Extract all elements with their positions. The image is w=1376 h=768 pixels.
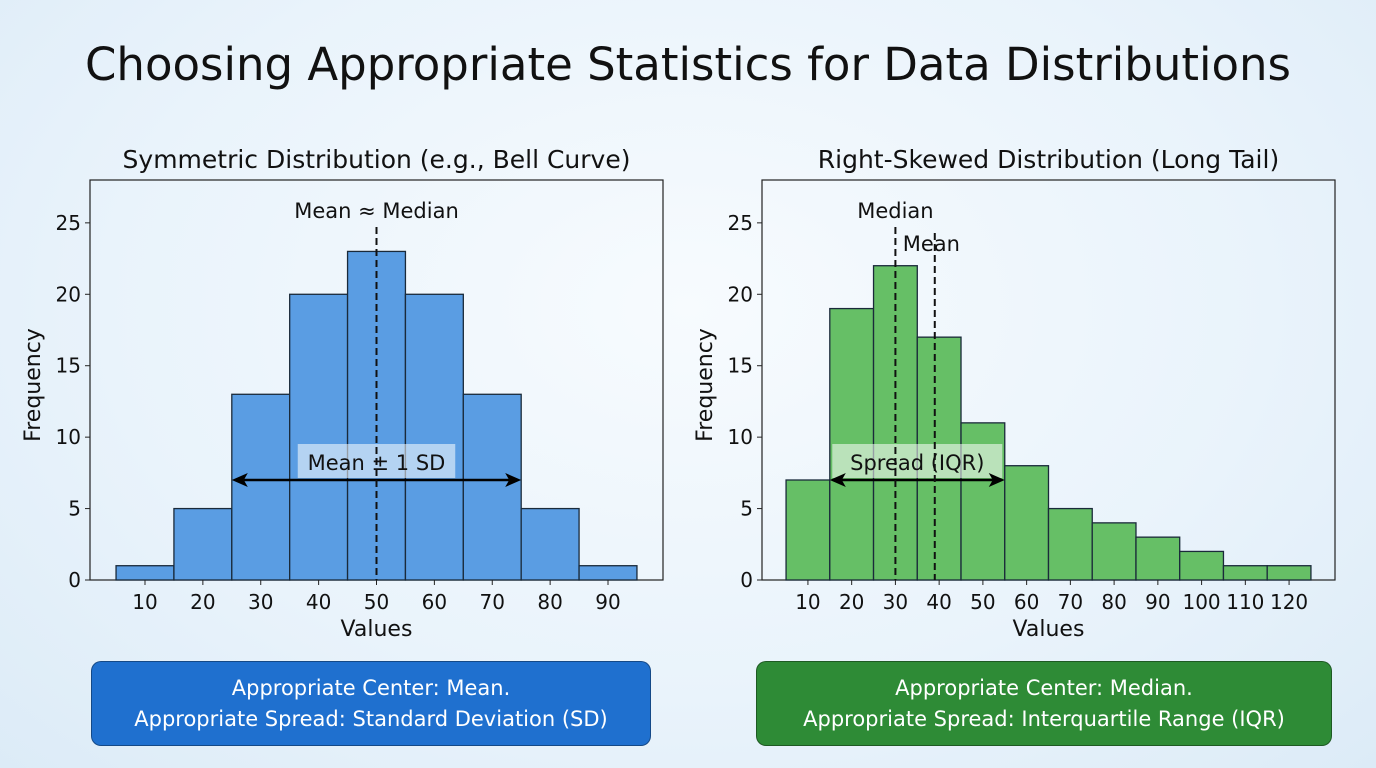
vline-label: Median [857, 199, 933, 223]
x-tick-label: 80 [1101, 590, 1126, 614]
x-tick-label: 30 [248, 590, 273, 614]
histogram-bar [785, 479, 831, 581]
y-tick-label: 15 [56, 354, 81, 378]
recommendation-box-skewed: Appropriate Center: Median. Appropriate … [756, 661, 1332, 746]
x-tick-label: 20 [190, 590, 215, 614]
y-tick-label: 5 [68, 497, 81, 521]
box-line-1: Appropriate Center: Median. [895, 675, 1193, 700]
x-tick-label: 80 [537, 590, 562, 614]
histogram-bar [289, 293, 349, 581]
span-label-background [832, 444, 1003, 478]
x-tick-label: 100 [1182, 590, 1220, 614]
y-tick-label: 25 [56, 211, 81, 235]
histogram-bar [1091, 522, 1137, 581]
histogram-bar [1047, 507, 1093, 581]
x-tick-label: 10 [132, 590, 157, 614]
y-tick-label: 10 [728, 425, 753, 449]
x-tick-label: 20 [839, 590, 864, 614]
histogram-bar [231, 393, 291, 581]
x-tick-label: 60 [422, 590, 447, 614]
y-tick-label: 10 [56, 425, 81, 449]
x-tick-label: 70 [1058, 590, 1083, 614]
x-tick-label: 40 [306, 590, 331, 614]
histogram-bar [173, 507, 233, 581]
y-tick-label: 25 [728, 211, 753, 235]
box-line-1: Appropriate Center: Mean. [231, 675, 511, 700]
histogram-bar [520, 507, 580, 581]
histogram-bar [1266, 565, 1312, 581]
x-axis-label: Values [341, 617, 413, 642]
y-tick-label: 20 [728, 282, 753, 306]
x-tick-label: 10 [795, 590, 820, 614]
arrow-right-icon [505, 473, 522, 487]
arrow-right-icon [988, 473, 1005, 487]
histogram-bar [1004, 465, 1050, 581]
y-axis-label: Frequency [693, 328, 718, 442]
x-tick-label: 120 [1270, 590, 1308, 614]
arrow-left-icon [231, 473, 248, 487]
vline-label: Mean ≈ Median [294, 199, 459, 223]
histogram-bar [872, 265, 918, 581]
vline-label: Mean [903, 232, 960, 256]
span-label: Spread (IQR) [850, 451, 984, 475]
y-tick-label: 0 [740, 568, 753, 592]
x-tick-label: 60 [1014, 590, 1039, 614]
y-tick-label: 0 [68, 568, 81, 592]
histogram-bar [1179, 550, 1225, 581]
x-tick-label: 30 [883, 590, 908, 614]
x-tick-label: 40 [926, 590, 951, 614]
y-tick-label: 5 [740, 497, 753, 521]
x-axis-label: Values [1013, 617, 1085, 642]
arrow-left-icon [829, 473, 846, 487]
histogram-bar [115, 565, 175, 581]
x-tick-label: 70 [480, 590, 505, 614]
x-tick-label: 50 [970, 590, 995, 614]
y-tick-label: 15 [728, 354, 753, 378]
chart-title: Right-Skewed Distribution (Long Tail) [818, 145, 1279, 174]
histogram-bar [1222, 565, 1268, 581]
x-tick-label: 90 [595, 590, 620, 614]
box-line-2: Appropriate Spread: Interquartile Range … [803, 706, 1285, 731]
y-tick-label: 20 [56, 282, 81, 306]
histogram-bar [462, 393, 522, 581]
histogram-bar [578, 565, 638, 581]
x-tick-label: 90 [1145, 590, 1170, 614]
histogram-bar [1135, 536, 1181, 581]
box-line-2: Appropriate Spread: Standard Deviation (… [134, 706, 608, 731]
recommendation-box-symmetric: Appropriate Center: Mean. Appropriate Sp… [91, 661, 651, 746]
main-title: Choosing Appropriate Statistics for Data… [85, 38, 1291, 91]
x-tick-label: 110 [1226, 590, 1264, 614]
y-axis-label: Frequency [21, 328, 46, 442]
histogram-bar [404, 293, 464, 581]
chart-title: Symmetric Distribution (e.g., Bell Curve… [123, 145, 631, 174]
x-tick-label: 50 [364, 590, 389, 614]
